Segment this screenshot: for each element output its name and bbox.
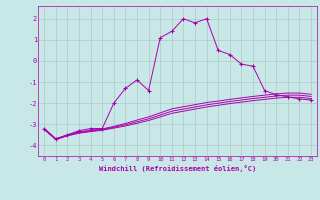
X-axis label: Windchill (Refroidissement éolien,°C): Windchill (Refroidissement éolien,°C) [99, 165, 256, 172]
